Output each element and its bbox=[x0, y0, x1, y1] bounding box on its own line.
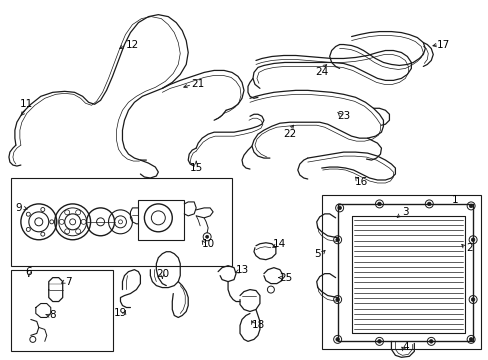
Circle shape bbox=[335, 298, 339, 301]
Text: 7: 7 bbox=[65, 276, 72, 287]
Text: 22: 22 bbox=[283, 129, 296, 139]
Text: 8: 8 bbox=[49, 310, 56, 320]
Bar bbox=[11, 270, 112, 351]
Circle shape bbox=[377, 339, 381, 343]
Bar bbox=[11, 178, 232, 266]
Text: 24: 24 bbox=[314, 67, 327, 77]
Circle shape bbox=[470, 238, 474, 242]
Text: 21: 21 bbox=[191, 79, 204, 89]
Text: 25: 25 bbox=[279, 273, 292, 283]
Text: 20: 20 bbox=[156, 269, 168, 279]
Text: 13: 13 bbox=[235, 265, 248, 275]
Circle shape bbox=[468, 338, 472, 341]
Text: 3: 3 bbox=[401, 207, 408, 217]
Text: 5: 5 bbox=[314, 249, 321, 259]
Text: 17: 17 bbox=[436, 40, 449, 50]
Circle shape bbox=[428, 339, 432, 343]
Text: 16: 16 bbox=[354, 177, 367, 187]
Text: 23: 23 bbox=[336, 111, 349, 121]
Text: 9: 9 bbox=[16, 203, 22, 213]
Bar bbox=[138, 200, 184, 240]
Text: 4: 4 bbox=[401, 342, 408, 352]
Bar bbox=[321, 195, 480, 349]
Circle shape bbox=[335, 338, 339, 341]
Circle shape bbox=[470, 298, 474, 301]
Text: 14: 14 bbox=[273, 239, 286, 249]
Text: 12: 12 bbox=[125, 40, 139, 50]
Text: 6: 6 bbox=[25, 267, 32, 276]
Circle shape bbox=[427, 202, 430, 206]
Text: 10: 10 bbox=[201, 239, 214, 249]
Circle shape bbox=[335, 238, 339, 242]
Circle shape bbox=[337, 206, 341, 210]
Circle shape bbox=[468, 204, 472, 208]
Circle shape bbox=[377, 202, 381, 206]
Text: 18: 18 bbox=[251, 320, 264, 330]
Text: 1: 1 bbox=[451, 195, 458, 205]
Circle shape bbox=[205, 235, 208, 238]
Text: 2: 2 bbox=[465, 243, 471, 253]
Text: 19: 19 bbox=[114, 309, 127, 319]
Text: 15: 15 bbox=[189, 163, 203, 173]
Text: 11: 11 bbox=[20, 99, 33, 109]
